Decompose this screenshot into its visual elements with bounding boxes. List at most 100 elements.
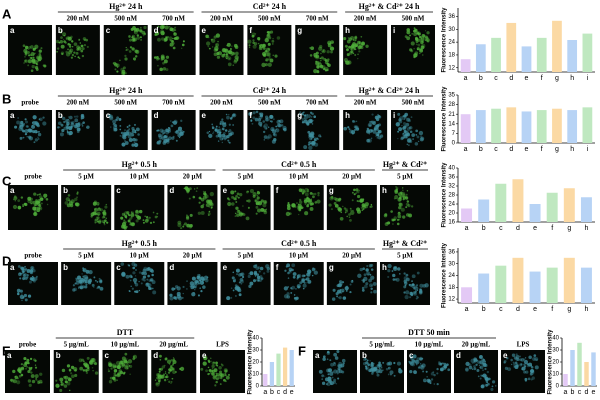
- speckle: [473, 367, 477, 371]
- speckle: [28, 367, 32, 371]
- speckle: [426, 375, 428, 378]
- speckle: [418, 130, 424, 136]
- speckle: [107, 370, 111, 373]
- speckle: [403, 272, 406, 275]
- speckle: [311, 192, 315, 196]
- speckle: [225, 57, 228, 60]
- speckle: [308, 145, 313, 150]
- speckle: [530, 369, 534, 373]
- speckle: [27, 59, 32, 64]
- speckle: [224, 129, 228, 132]
- speckle: [349, 219, 352, 222]
- y-tick-label: 40: [552, 336, 559, 342]
- speckle: [356, 194, 361, 199]
- micrograph: f: [247, 110, 292, 150]
- speckle: [20, 363, 23, 366]
- bar: [475, 44, 486, 72]
- x-tick-label: a: [465, 225, 469, 232]
- speckle: [27, 48, 30, 51]
- speckle: [406, 30, 411, 35]
- speckle: [32, 115, 37, 120]
- y-tick-label: 7: [452, 131, 456, 137]
- speckle: [523, 363, 526, 366]
- speckle: [511, 353, 516, 357]
- speckle: [254, 117, 259, 122]
- x-tick-label: f: [541, 146, 543, 153]
- speckle: [176, 286, 181, 291]
- speckle: [81, 273, 83, 275]
- speckle: [482, 369, 484, 372]
- speckle: [205, 369, 208, 373]
- speckle: [182, 225, 185, 228]
- speckle: [316, 65, 320, 69]
- y-tick-label: 30: [448, 261, 455, 267]
- speckle: [24, 118, 27, 121]
- speckle: [319, 64, 324, 69]
- speckle: [272, 37, 274, 40]
- speckle: [479, 365, 484, 370]
- speckle: [79, 279, 84, 284]
- speckle: [169, 296, 174, 301]
- speckle: [25, 125, 29, 128]
- speckle: [59, 377, 64, 382]
- x-tick-label: b: [482, 306, 486, 313]
- micrograph: g: [295, 110, 340, 150]
- speckle: [283, 286, 289, 291]
- speckle: [286, 263, 291, 268]
- speckle: [301, 121, 305, 124]
- speckle: [350, 48, 354, 51]
- speckle: [138, 271, 142, 274]
- speckle: [307, 190, 310, 193]
- condition-label: 10 μg/mL: [415, 341, 444, 349]
- speckle: [143, 279, 146, 282]
- speckle: [516, 357, 520, 362]
- speckle: [355, 192, 357, 194]
- speckle: [389, 370, 394, 375]
- speckle: [210, 357, 212, 359]
- image-label: b: [63, 263, 68, 272]
- x-tick-label: h: [584, 225, 588, 232]
- speckle: [29, 200, 34, 205]
- x-tick-label: d: [585, 389, 589, 396]
- speckle: [274, 54, 278, 58]
- speckle: [269, 58, 274, 63]
- speckle: [265, 47, 271, 53]
- x-tick-label: g: [567, 306, 571, 313]
- speckle: [353, 193, 356, 196]
- speckle: [163, 59, 168, 64]
- x-tick-label: b: [270, 389, 274, 396]
- speckle: [240, 272, 245, 277]
- y-tick-label: 28: [448, 193, 455, 199]
- speckle: [30, 266, 35, 271]
- speckle: [208, 373, 211, 375]
- x-tick-label: e: [290, 389, 294, 396]
- speckle: [162, 373, 166, 376]
- speckle: [123, 220, 127, 224]
- speckle: [299, 198, 302, 202]
- speckle: [211, 369, 214, 373]
- bar: [521, 46, 532, 72]
- speckle: [519, 358, 522, 362]
- speckle: [42, 64, 45, 67]
- speckle: [114, 124, 118, 127]
- speckle: [358, 48, 360, 50]
- speckle: [331, 371, 334, 374]
- speckle: [238, 211, 242, 215]
- speckle: [16, 120, 21, 125]
- speckle: [17, 199, 21, 203]
- speckle: [82, 285, 86, 289]
- speckle: [354, 53, 357, 57]
- speckle: [343, 126, 348, 131]
- speckle: [312, 267, 315, 270]
- x-tick-label: d: [516, 306, 520, 313]
- speckle: [366, 359, 369, 362]
- speckle: [237, 209, 240, 212]
- speckle: [156, 376, 159, 380]
- speckle: [298, 204, 303, 208]
- y-tick-label: 36: [448, 175, 455, 181]
- group-title: Cd²⁺ 24 h: [253, 2, 287, 11]
- speckle: [93, 276, 96, 279]
- speckle: [524, 363, 527, 365]
- speckle: [41, 382, 43, 384]
- speckle: [217, 140, 220, 142]
